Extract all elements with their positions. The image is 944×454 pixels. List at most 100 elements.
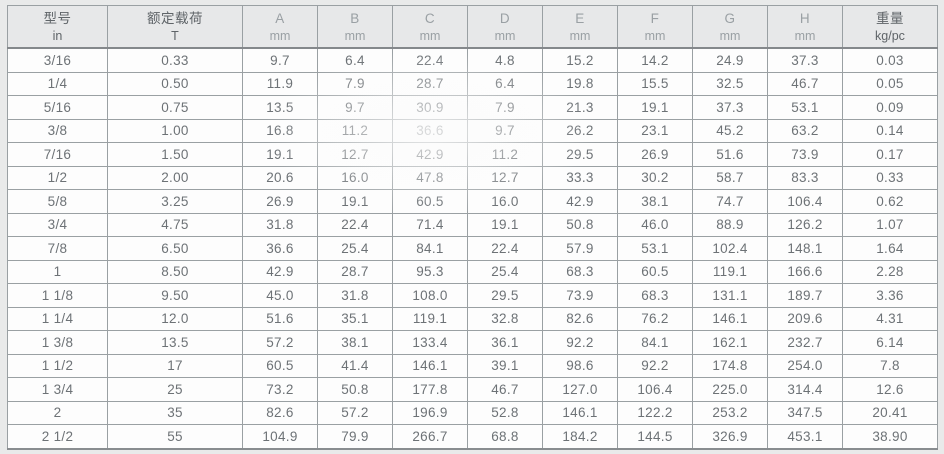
col-header-unit: in bbox=[52, 28, 63, 43]
col-header-unit: mm bbox=[419, 28, 441, 43]
cell-a: 31.8 bbox=[242, 212, 318, 237]
cell-g: 146.1 bbox=[692, 306, 768, 331]
cell-g: 45.2 bbox=[692, 118, 768, 143]
col-header-unit: T bbox=[171, 28, 179, 43]
col-header-unit: kg/pc bbox=[875, 28, 905, 43]
col-header-label: 重量 bbox=[876, 10, 904, 26]
cell-a: 104.9 bbox=[242, 424, 318, 449]
col-header-rated-load: 额定载荷 T bbox=[107, 5, 243, 49]
cell-h: 347.5 bbox=[767, 400, 843, 425]
cell-model: 3/4 bbox=[7, 212, 108, 237]
cell-weight: 0.62 bbox=[842, 189, 938, 214]
cell-model: 1 3/4 bbox=[7, 377, 108, 402]
cell-e: 92.2 bbox=[542, 330, 618, 355]
cell-model: 5/16 bbox=[7, 95, 108, 120]
col-header-unit: mm bbox=[269, 28, 291, 43]
cell-rated-load: 2.00 bbox=[107, 165, 243, 190]
cell-c: 84.1 bbox=[392, 236, 468, 261]
cell-b: 6.4 bbox=[317, 47, 393, 73]
cell-b: 12.7 bbox=[317, 142, 393, 167]
cell-rated-load: 17 bbox=[107, 353, 243, 378]
cell-rated-load: 6.50 bbox=[107, 236, 243, 261]
cell-a: 26.9 bbox=[242, 189, 318, 214]
cell-weight: 0.03 bbox=[842, 47, 938, 73]
cell-model: 2 1/2 bbox=[7, 424, 108, 449]
table-row: 7/16 1.50 19.1 12.7 42.9 11.2 29.5 26.9 51.6 73.9… bbox=[7, 142, 938, 167]
table-row: 3/16 0.33 9.7 6.4 22.4 4.8 15.2 14.2 24.9 37.3 0.0… bbox=[7, 47, 938, 73]
cell-c: 133.4 bbox=[392, 330, 468, 355]
cell-d: 25.4 bbox=[467, 259, 543, 284]
cell-weight: 7.8 bbox=[842, 353, 938, 378]
cell-h: 53.1 bbox=[767, 95, 843, 120]
cell-b: 50.8 bbox=[317, 377, 393, 402]
cell-h: 106.4 bbox=[767, 189, 843, 214]
cell-b: 38.1 bbox=[317, 330, 393, 355]
cell-model: 1 bbox=[7, 259, 108, 284]
col-header-model: 型号 in bbox=[7, 5, 108, 49]
cell-a: 11.9 bbox=[242, 71, 318, 96]
table-row: 7/8 6.50 36.6 25.4 84.1 22.4 57.9 53.1 102.4 148.… bbox=[7, 236, 938, 261]
cell-weight: 3.36 bbox=[842, 283, 938, 308]
cell-a: 57.2 bbox=[242, 330, 318, 355]
cell-weight: 0.05 bbox=[842, 71, 938, 96]
cell-model: 2 bbox=[7, 400, 108, 425]
cell-f: 106.4 bbox=[617, 377, 693, 402]
cell-rated-load: 4.75 bbox=[107, 212, 243, 237]
cell-e: 127.0 bbox=[542, 377, 618, 402]
cell-c: 119.1 bbox=[392, 306, 468, 331]
cell-b: 31.8 bbox=[317, 283, 393, 308]
cell-h: 254.0 bbox=[767, 353, 843, 378]
cell-weight: 0.14 bbox=[842, 118, 938, 143]
cell-b: 28.7 bbox=[317, 259, 393, 284]
col-header-unit: mm bbox=[644, 28, 666, 43]
cell-e: 57.9 bbox=[542, 236, 618, 261]
cell-f: 46.0 bbox=[617, 212, 693, 237]
cell-rated-load: 25 bbox=[107, 377, 243, 402]
col-header-unit: mm bbox=[569, 28, 591, 43]
cell-g: 162.1 bbox=[692, 330, 768, 355]
cell-a: 51.6 bbox=[242, 306, 318, 331]
col-header-label: F bbox=[650, 10, 660, 26]
cell-weight: 0.33 bbox=[842, 165, 938, 190]
cell-h: 209.6 bbox=[767, 306, 843, 331]
table-row: 2 1/2 55 104.9 79.9 266.7 68.8 184.2 144.5 326.9… bbox=[7, 424, 938, 449]
cell-f: 144.5 bbox=[617, 424, 693, 449]
cell-d: 16.0 bbox=[467, 189, 543, 214]
cell-g: 174.8 bbox=[692, 353, 768, 378]
cell-a: 16.8 bbox=[242, 118, 318, 143]
cell-d: 36.1 bbox=[467, 330, 543, 355]
cell-b: 7.9 bbox=[317, 71, 393, 96]
cell-h: 232.7 bbox=[767, 330, 843, 355]
cell-c: 22.4 bbox=[392, 47, 468, 73]
cell-d: 7.9 bbox=[467, 95, 543, 120]
cell-rated-load: 9.50 bbox=[107, 283, 243, 308]
cell-h: 63.2 bbox=[767, 118, 843, 143]
cell-e: 19.8 bbox=[542, 71, 618, 96]
cell-model: 1/2 bbox=[7, 165, 108, 190]
cell-rated-load: 3.25 bbox=[107, 189, 243, 214]
cell-a: 20.6 bbox=[242, 165, 318, 190]
cell-f: 84.1 bbox=[617, 330, 693, 355]
cell-model: 1 1/8 bbox=[7, 283, 108, 308]
cell-d: 52.8 bbox=[467, 400, 543, 425]
cell-d: 32.8 bbox=[467, 306, 543, 331]
cell-f: 14.2 bbox=[617, 47, 693, 73]
cell-f: 19.1 bbox=[617, 95, 693, 120]
table-row: 1 1/2 17 60.5 41.4 146.1 39.1 98.6 92.2 174.8 254… bbox=[7, 353, 938, 378]
cell-f: 26.9 bbox=[617, 142, 693, 167]
cell-a: 19.1 bbox=[242, 142, 318, 167]
cell-h: 166.6 bbox=[767, 259, 843, 284]
cell-e: 98.6 bbox=[542, 353, 618, 378]
cell-model: 1/4 bbox=[7, 71, 108, 96]
cell-model: 1 1/4 bbox=[7, 306, 108, 331]
cell-weight: 12.6 bbox=[842, 377, 938, 402]
cell-model: 5/8 bbox=[7, 189, 108, 214]
cell-g: 32.5 bbox=[692, 71, 768, 96]
cell-f: 53.1 bbox=[617, 236, 693, 261]
cell-g: 102.4 bbox=[692, 236, 768, 261]
